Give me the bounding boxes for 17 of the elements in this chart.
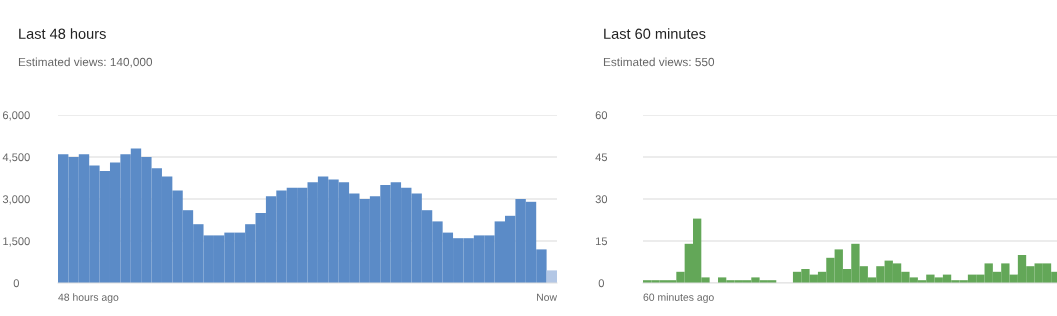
chart-title: Last 48 hours xyxy=(19,28,106,39)
y-tick-label: 1,500 xyxy=(3,237,30,247)
y-tick-label: 4,500 xyxy=(2,153,30,163)
chart-title: Last 60 minutes xyxy=(604,28,706,39)
chart-subtitle: Estimated views: 140,000 xyxy=(18,57,153,68)
chart-subtitle: Estimated views: 550 xyxy=(603,57,715,67)
y-tick-label: 15 xyxy=(596,237,608,246)
y-tick-label: 60 xyxy=(595,111,608,120)
text: Now xyxy=(537,293,558,301)
y-tick-label: 0 xyxy=(13,279,19,288)
y-tick-label: 30 xyxy=(595,195,608,204)
y-tick-label: 45 xyxy=(595,153,608,162)
y-tick-label: 0 xyxy=(598,279,604,288)
y-tick-label: 6,000 xyxy=(3,111,30,121)
text: 48 hours ago xyxy=(58,293,119,303)
text: 60 minutes ago xyxy=(643,293,714,303)
y-tick-label: 3,000 xyxy=(2,195,30,205)
